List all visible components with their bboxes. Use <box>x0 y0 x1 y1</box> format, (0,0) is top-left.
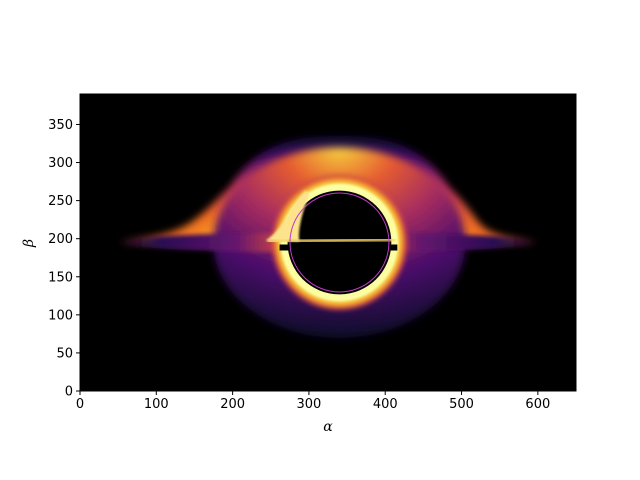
x-axis-label: α <box>323 419 333 435</box>
x-tick-label: 600 <box>525 397 550 412</box>
x-tick-label: 200 <box>220 397 245 412</box>
heatmap-image <box>118 135 538 338</box>
x-tick-label: 100 <box>144 397 169 412</box>
y-tick-label: 350 <box>48 118 73 133</box>
y-tick-label: 250 <box>48 194 73 209</box>
plot-area <box>80 94 576 391</box>
y-axis: 0 50 100 150 200 250 300 350 <box>48 118 80 400</box>
x-tick-label: 400 <box>373 397 398 412</box>
disk-shadow-gap <box>279 244 398 251</box>
y-tick-label: 0 <box>65 385 73 400</box>
x-tick-label: 0 <box>76 397 84 412</box>
plot-frame <box>79 93 577 392</box>
photon-ring <box>289 192 390 293</box>
y-tick-label: 100 <box>48 308 73 323</box>
y-tick-label: 50 <box>56 346 73 361</box>
y-tick-label: 300 <box>48 156 73 171</box>
black-hole-shadow <box>287 190 392 295</box>
x-tick-label: 500 <box>449 397 474 412</box>
x-axis: 0 100 200 300 400 500 600 <box>76 391 550 412</box>
y-tick-label: 200 <box>48 232 73 247</box>
y-axis-label: β <box>21 239 37 248</box>
disk-front-crossing <box>267 238 396 243</box>
y-tick-label: 150 <box>48 270 73 285</box>
x-tick-label: 300 <box>297 397 322 412</box>
disk-front-tail <box>265 190 310 242</box>
